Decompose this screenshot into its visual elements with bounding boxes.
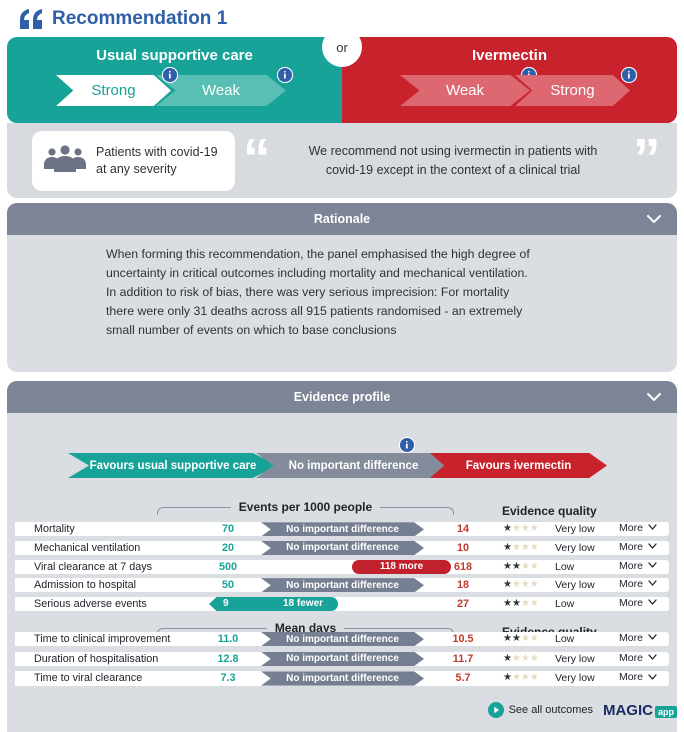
svg-text:“: “ [243,137,271,187]
svg-text:”: ” [633,137,661,187]
